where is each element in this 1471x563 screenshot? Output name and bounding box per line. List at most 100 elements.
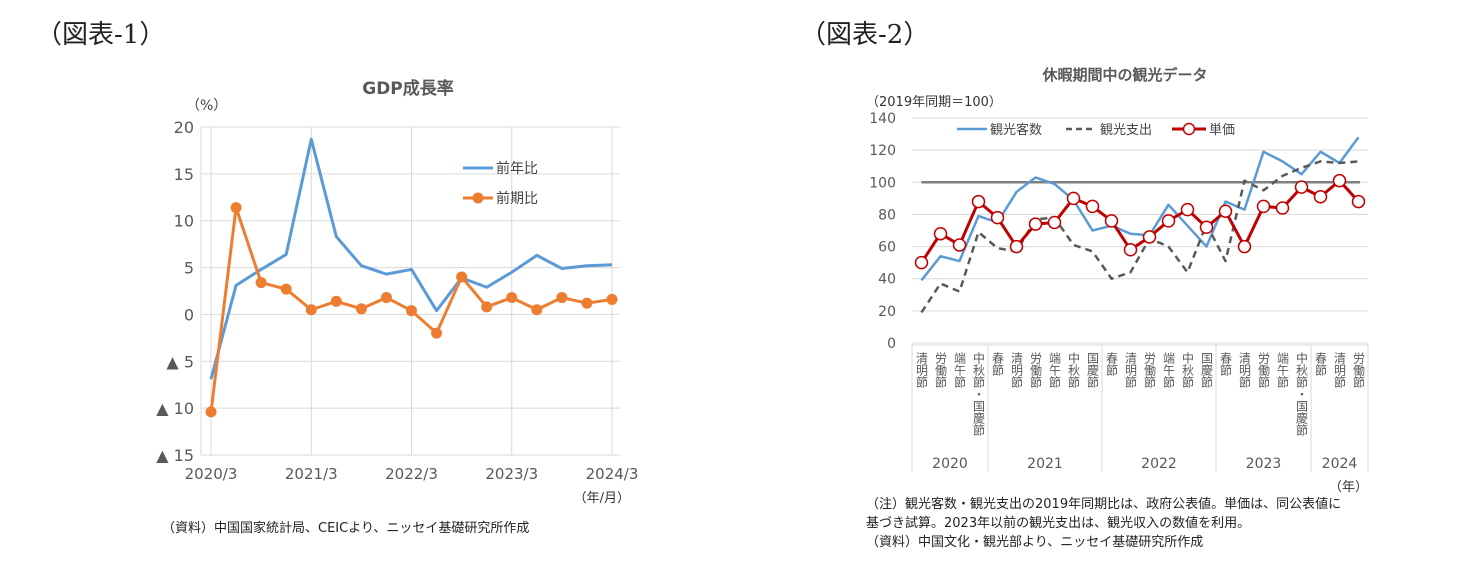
category-tick-label: 国慶節	[1086, 352, 1100, 388]
y-tick-label: 120	[869, 143, 896, 159]
data-point-unit-price	[1351, 194, 1366, 209]
legend-label-spending: 観光支出	[1100, 123, 1152, 138]
data-point-unit-price	[1066, 191, 1081, 206]
data-point-unit-price	[990, 210, 1005, 225]
category-tick-label: 端午節	[1048, 352, 1062, 388]
y-tick-label: ▲ 5	[166, 352, 194, 371]
series-line-unit-price	[920, 179, 1360, 264]
chart2-note-2: 基づき試算。2023年以前の観光支出は、観光収入の数値を利用。	[866, 516, 1251, 531]
category-tick-label: 労働節	[934, 352, 948, 388]
y-tick-label: 40	[878, 272, 896, 288]
y-tick-label: 60	[878, 240, 896, 256]
legend-label-unit-price: 単価	[1209, 122, 1235, 138]
legend-label-qoq: 前期比	[496, 190, 538, 207]
data-point-qoq	[380, 292, 392, 304]
y-axis-unit-label: （%）	[186, 98, 227, 114]
data-point-unit-price	[1161, 214, 1176, 228]
y-tick-label: 0	[184, 305, 194, 324]
data-point-unit-price	[1142, 230, 1157, 244]
year-group-label: 2021	[1027, 456, 1063, 472]
chart2-note-3: （資料）中国文化・観光部より、ニッセイ基礎研究所作成	[866, 535, 1204, 550]
x-tick-label: 2023/3	[485, 465, 538, 483]
data-point-unit-price	[1085, 199, 1100, 214]
data-point-qoq	[305, 304, 317, 316]
chart-title: 休暇期間中の観光データ	[1041, 66, 1207, 84]
data-point-qoq	[506, 292, 518, 304]
data-point-unit-price	[1123, 243, 1138, 257]
category-tick-label: 清明節	[1333, 352, 1347, 388]
data-point-unit-price	[1218, 204, 1233, 218]
category-tick-label: 労働節	[1352, 352, 1366, 388]
data-point-unit-price	[1332, 173, 1347, 188]
category-tick-label: 中秋節・国慶節	[1295, 351, 1309, 436]
data-point-unit-price	[1047, 215, 1062, 230]
category-tick-label: 春節	[991, 352, 1005, 376]
category-tick-label: 労働節	[1257, 352, 1271, 388]
legend-label-yoy: 前年比	[496, 160, 538, 177]
x-tick-label: 2024/3	[586, 465, 639, 483]
figure-2-label: （図表-2）	[800, 20, 930, 50]
data-point-unit-price	[952, 238, 967, 252]
data-point-qoq	[255, 277, 267, 289]
y-tick-label: 20	[174, 118, 194, 137]
category-tick-label: 春節	[1219, 352, 1233, 376]
data-point-unit-price	[1256, 199, 1271, 214]
data-point-qoq	[330, 295, 342, 307]
data-point-unit-price	[1313, 190, 1328, 204]
data-point-unit-price	[1028, 217, 1043, 231]
x-axis-unit-label: （年）	[1329, 480, 1368, 495]
year-group-label: 2023	[1246, 456, 1282, 472]
category-tick-label: 清明節	[1124, 352, 1138, 388]
data-point-qoq	[280, 283, 292, 295]
data-point-qoq	[456, 271, 468, 283]
x-axis-unit-label: （年/月）	[574, 491, 630, 506]
chart2-note-1: （注）観光客数・観光支出の2019年同期比は、政府公表値。単価は、同公表値に	[866, 497, 1342, 512]
data-point-qoq	[230, 202, 242, 214]
category-tick-label: 国慶節	[1200, 352, 1214, 388]
data-point-unit-price	[1199, 220, 1214, 235]
y-tick-label: 10	[174, 212, 194, 231]
y-tick-label: ▲ 15	[156, 446, 194, 465]
data-point-unit-price	[1275, 201, 1290, 215]
category-tick-label: 春節	[1314, 352, 1328, 376]
legend-marker-qoq	[472, 192, 484, 204]
data-point-qoq	[481, 301, 493, 313]
y-tick-label: 140	[869, 111, 896, 127]
category-tick-label: 端午節	[953, 352, 967, 388]
data-point-unit-price	[1180, 202, 1195, 217]
series-line-yoy	[209, 137, 613, 380]
category-tick-label: 端午節	[1276, 352, 1290, 388]
category-tick-label: 清明節	[915, 352, 929, 388]
x-tick-label: 2020/3	[185, 465, 238, 483]
y-axis-unit-label: （2019年同期＝100）	[866, 95, 1002, 110]
category-tick-label: 春節	[1105, 352, 1119, 376]
data-point-unit-price	[1294, 180, 1309, 194]
category-tick-label: 中秋節	[1181, 351, 1195, 388]
series-line-spending	[920, 160, 1359, 314]
x-tick-label: 2021/3	[285, 465, 338, 483]
data-point-qoq	[406, 305, 417, 317]
y-tick-label: 5	[184, 259, 194, 278]
y-tick-label: 100	[869, 175, 896, 191]
category-tick-label: 清明節	[1238, 352, 1252, 388]
x-tick-label: 2022/3	[385, 465, 438, 483]
legend-label-visitors: 観光客数	[990, 122, 1042, 138]
y-tick-label: 0	[887, 336, 896, 352]
figure-1-label: （図表-1）	[36, 20, 166, 50]
year-group-label: 2024	[1322, 456, 1358, 472]
data-point-unit-price	[914, 255, 929, 270]
data-point-qoq	[531, 304, 543, 316]
data-point-unit-price	[1104, 214, 1119, 228]
y-tick-label: 80	[878, 207, 896, 223]
y-tick-label: 20	[878, 304, 896, 320]
data-point-qoq	[556, 292, 568, 304]
data-point-qoq	[355, 303, 367, 315]
y-tick-label: ▲ 10	[156, 399, 194, 418]
data-point-qoq	[581, 297, 593, 309]
data-point-unit-price	[1237, 239, 1252, 254]
chart-title: GDP成長率	[362, 78, 454, 99]
category-tick-label: 中秋節・国慶節	[972, 351, 986, 436]
category-tick-label: 清明節	[1010, 352, 1024, 388]
